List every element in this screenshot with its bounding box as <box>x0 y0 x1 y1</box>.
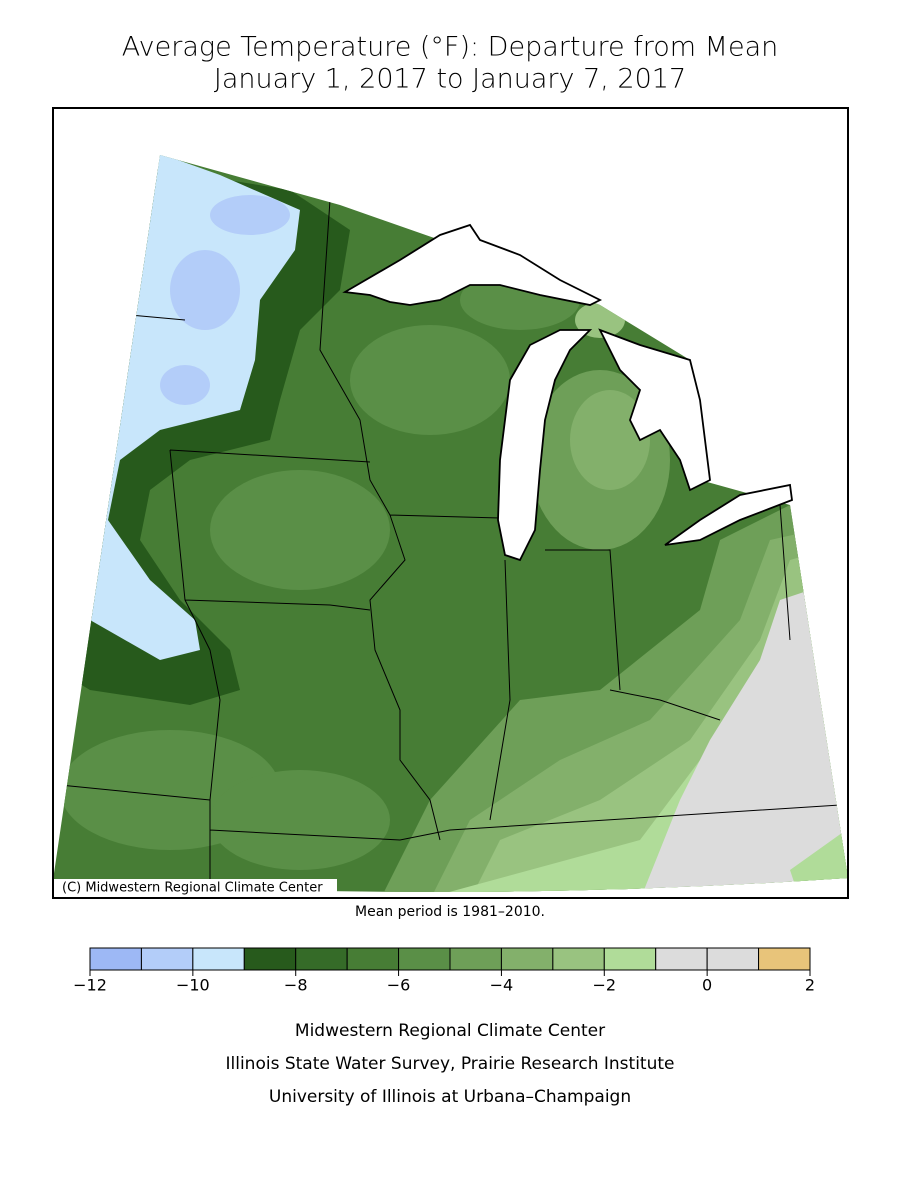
footer-line: Midwestern Regional Climate Center <box>295 1021 605 1041</box>
map-frame <box>52 107 849 899</box>
legend-swatch <box>398 947 451 971</box>
legend-swatch <box>346 947 400 971</box>
legend-swatch <box>89 947 142 971</box>
credit-box <box>54 879 337 897</box>
legend-swatch <box>758 947 811 971</box>
legend-swatch <box>552 947 605 971</box>
map-note: Mean period is 1981–2010. <box>355 904 545 920</box>
legend-tick-label: −2 <box>592 976 616 995</box>
legend-tick-label: −10 <box>176 976 210 995</box>
legend: −12 −10 −8 −6 −4 −2 0 2 <box>73 947 815 995</box>
map-credit: (C) Midwestern Regional Climate Center <box>62 881 323 896</box>
legend-swatch <box>603 947 657 971</box>
legend-swatch <box>500 947 554 971</box>
legend-tick-label: −4 <box>490 976 514 995</box>
legend-tick-label: −8 <box>284 976 308 995</box>
footer-line: University of Illinois at Urbana–Champai… <box>269 1087 631 1107</box>
legend-swatch <box>295 947 348 971</box>
legend-tick-label: 2 <box>805 976 815 995</box>
legend-tick-label: −6 <box>387 976 411 995</box>
legend-tick-label: 0 <box>702 976 712 995</box>
title-line: Average Temperature (°F): Departure from… <box>122 32 778 63</box>
legend-swatch <box>655 947 708 971</box>
legend-tick-label: −12 <box>73 976 107 995</box>
legend-swatch <box>243 947 297 971</box>
legend-swatch <box>192 947 245 971</box>
footer-line: Illinois State Water Survey, Prairie Res… <box>226 1054 675 1074</box>
legend-swatch <box>449 947 502 971</box>
legend-swatch <box>706 947 760 971</box>
title-line: January 1, 2017 to January 7, 2017 <box>214 64 686 95</box>
legend-swatch <box>140 947 194 971</box>
